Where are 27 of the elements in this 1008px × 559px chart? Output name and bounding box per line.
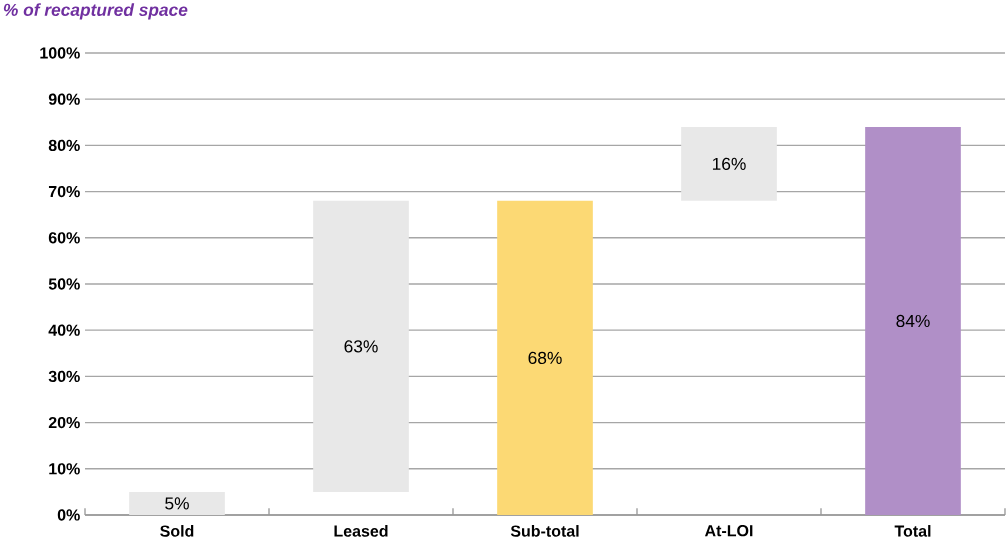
bar — [129, 491, 225, 515]
data-label: 63% — [344, 340, 378, 353]
y-tick-label: 30% — [48, 370, 80, 383]
x-tick-label: Total — [894, 525, 931, 537]
data-label: 68% — [528, 351, 562, 365]
x-tick-label: At-LOI — [704, 525, 753, 537]
y-tick-label: 80% — [48, 139, 80, 152]
x-tick-label: Sub-total — [510, 525, 579, 537]
data-label: 84% — [896, 314, 930, 328]
y-tick-label: 60% — [48, 232, 80, 244]
bar — [497, 200, 593, 515]
chart-title: % of recaptured space — [3, 3, 188, 20]
bar — [313, 200, 409, 492]
bar — [865, 126, 961, 515]
y-tick-label: 90% — [48, 93, 80, 105]
y-tick-label: 0% — [57, 509, 80, 521]
y-tick-label: 40% — [48, 324, 80, 336]
bar — [681, 126, 777, 201]
y-tick-label: 20% — [48, 416, 80, 429]
data-label: 5% — [165, 497, 189, 510]
data-label: 16% — [712, 157, 746, 170]
y-tick-label: 50% — [48, 278, 80, 290]
y-tick-label: 10% — [49, 463, 80, 475]
x-tick-label: Leased — [334, 525, 388, 537]
y-tick-label: 70% — [48, 185, 80, 198]
y-tick-label: 100% — [40, 47, 80, 59]
x-tick-label: Sold — [160, 525, 194, 537]
